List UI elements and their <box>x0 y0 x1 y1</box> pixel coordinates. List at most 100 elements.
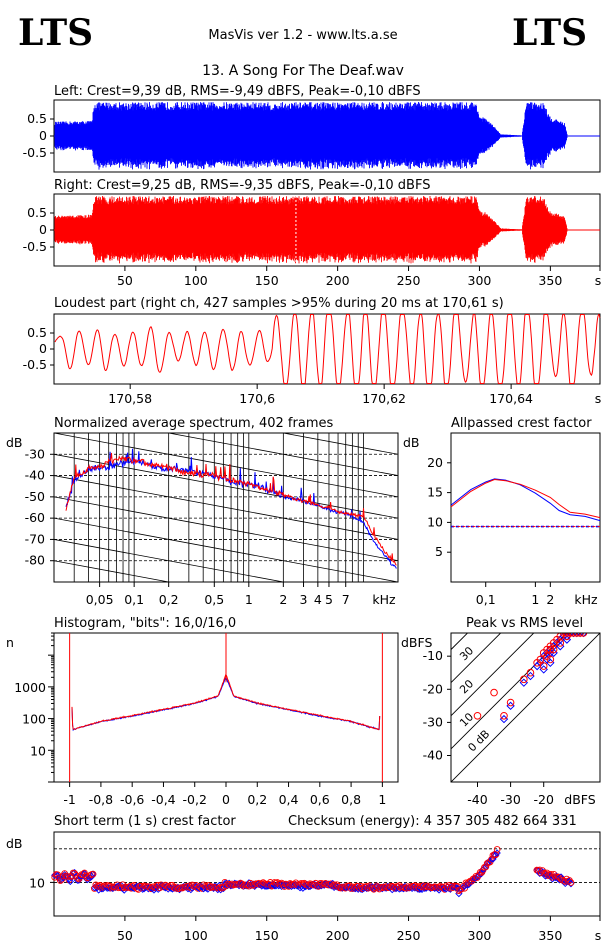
histogram-left-line <box>71 676 381 732</box>
peakrms-right-point <box>520 675 528 684</box>
time-xtick-label: 50 <box>117 273 133 288</box>
spectrum-slope <box>54 348 398 412</box>
left-panel-label: Left: Crest=9,39 dB, RMS=-9,49 dBFS, Pea… <box>54 84 421 99</box>
crest-frame <box>450 432 601 583</box>
shortterm-right-point <box>125 884 132 891</box>
left-wave-ytick-label: 0.5 <box>27 111 47 126</box>
time-xtick-label: 350 <box>538 273 562 288</box>
shortterm-left-point <box>66 877 74 886</box>
spectrum-slope <box>54 475 398 540</box>
shortterm-left-point <box>93 884 101 892</box>
peakrms-right-point <box>533 659 541 667</box>
peakrms-right-point <box>490 688 498 697</box>
crest-xtick-label: 1 <box>531 592 539 607</box>
crest-xtick-label: 0,1 <box>476 592 496 607</box>
spectrum-slope <box>54 453 398 519</box>
crest-ytick-label: 15 <box>427 485 443 500</box>
histogram-xtick-label: -0,6 <box>120 792 144 807</box>
peakrms-xunit-label: dBFS <box>564 792 595 807</box>
spectrum-grid <box>54 348 398 582</box>
peakrms-xtick-label: -30 <box>500 792 520 807</box>
shortterm-left-point <box>548 875 557 883</box>
crest-ytick-label: 10 <box>427 514 443 529</box>
peakrms-right-point <box>506 698 515 707</box>
shortterm-right-point <box>347 885 355 892</box>
loudest-signal <box>54 313 601 384</box>
spectrum-slope <box>166 433 398 476</box>
spectrum-xtick-label: 0,1 <box>124 592 144 607</box>
shortterm-left-point <box>104 884 113 892</box>
shortterm-left-point <box>51 871 59 879</box>
loudest-ytick-label: 0.5 <box>27 325 47 340</box>
left-wave-ytick-label: 0 <box>39 128 47 143</box>
spectrum-slope <box>54 539 286 582</box>
spectrum-xunit-label: kHz <box>372 592 396 607</box>
histogram-xtick-label: 0,4 <box>279 792 299 807</box>
peakrms-xtick-label: -40 <box>467 792 487 807</box>
shortterm-left-point <box>415 885 423 893</box>
crest-yunit-label: dB <box>403 435 420 450</box>
histogram-xtick-label: 0,6 <box>310 792 330 807</box>
shortterm-left-point <box>565 877 574 885</box>
peakrms-crest-line <box>451 633 600 782</box>
spectrum-panel-label: Normalized average spectrum, 402 frames <box>54 416 333 431</box>
spectrum-xtick-label: 4 <box>314 592 322 607</box>
peakrms-panel-label: Peak vs RMS level <box>466 616 583 631</box>
spectrum-slope <box>54 517 398 582</box>
peakrms-frame <box>450 632 601 783</box>
shortterm-right-point <box>567 879 575 886</box>
time-xtick-label: 100 <box>184 273 208 288</box>
shortterm-xunit-label: s <box>595 928 602 943</box>
crest-ytick-label: 5 <box>435 544 443 559</box>
shortterm-xtick-label: 50 <box>117 928 133 943</box>
shortterm-xtick-label: 100 <box>184 928 208 943</box>
shortterm-left-point <box>326 881 334 889</box>
spectrum-xtick-label: 0,2 <box>159 592 179 607</box>
shortterm-xtick-label: 250 <box>397 928 421 943</box>
shortterm-left-point <box>226 882 235 890</box>
shortterm-left-point <box>209 884 218 892</box>
spectrum-xtick-label: 5 <box>325 592 333 607</box>
shortterm-left-point <box>87 872 96 881</box>
loudest-ytick-label: 0 <box>39 341 47 356</box>
peakrms-ytick-label: -10 <box>423 648 443 663</box>
shortterm-xtick-label: 350 <box>538 928 562 943</box>
loudest-xtick-label: 170,58 <box>108 391 152 406</box>
histogram-ytick-label: 10 <box>30 743 46 758</box>
crest-ytick-label: 20 <box>427 455 443 470</box>
peakrms-right-point <box>539 662 548 670</box>
loudest-xtick-label: 170,64 <box>489 391 533 406</box>
shortterm-yunit-label: dB <box>6 836 23 851</box>
histogram-right-line <box>71 673 381 731</box>
crest-left-line <box>450 478 601 522</box>
histogram-xtick-label: -0,4 <box>151 792 175 807</box>
file-title: 13. A Song For The Deaf.wav <box>202 63 404 79</box>
histogram-ytick-label: 100 <box>22 712 46 727</box>
shortterm-left-point <box>466 878 474 886</box>
histogram-xtick-label: -0,8 <box>89 792 113 807</box>
loudest-xtick-label: 170,62 <box>362 391 406 406</box>
spectrum-slope <box>54 560 171 582</box>
spectrum-right-line <box>65 452 397 566</box>
shortterm-left-point <box>219 884 228 893</box>
spectrum-ytick-label: -70 <box>25 531 45 546</box>
peakrms-crest-line <box>451 633 568 750</box>
spectrum-slope <box>281 433 398 455</box>
peakrms-right-point <box>556 639 565 647</box>
shortterm-left-point <box>567 880 575 888</box>
loudest-xunit-label: s <box>595 391 602 406</box>
shortterm-right-point <box>493 846 501 853</box>
time-xtick-label: 250 <box>397 273 421 288</box>
time-xtick-label: 150 <box>255 273 279 288</box>
shortterm-left-point <box>480 864 489 873</box>
histogram-xtick-label: -0,2 <box>183 792 207 807</box>
shortterm-left-point <box>320 881 328 889</box>
histogram-xtick-label: 0,2 <box>247 792 267 807</box>
shortterm-left-point <box>564 878 572 886</box>
spectrum-ytick-label: -60 <box>25 510 45 525</box>
peakrms-ytick-label: -40 <box>423 748 443 763</box>
left-wave-ytick-label: -0.5 <box>23 145 47 160</box>
spectrum-xtick-label: 3 <box>300 592 308 607</box>
shortterm-left-point <box>246 881 255 890</box>
